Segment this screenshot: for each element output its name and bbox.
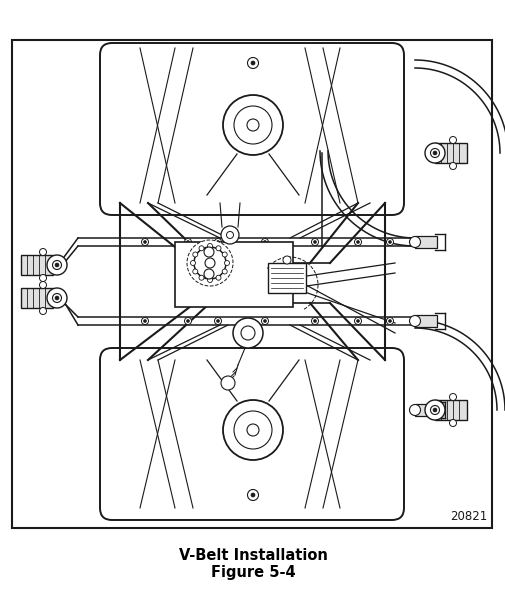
FancyBboxPatch shape: [100, 348, 403, 520]
Circle shape: [143, 320, 146, 323]
Text: Figure 5-4: Figure 5-4: [210, 566, 295, 581]
Circle shape: [222, 269, 227, 274]
Circle shape: [214, 239, 221, 245]
Circle shape: [216, 246, 221, 251]
Bar: [12, 40, 491, 528]
Circle shape: [263, 320, 266, 323]
Circle shape: [47, 288, 67, 308]
Circle shape: [204, 269, 214, 279]
Circle shape: [53, 260, 62, 270]
Circle shape: [232, 318, 263, 348]
Bar: [414, 236, 436, 248]
Circle shape: [448, 394, 456, 400]
Circle shape: [247, 57, 258, 69]
Circle shape: [409, 405, 420, 415]
Circle shape: [222, 252, 227, 257]
Text: 20821: 20821: [449, 510, 486, 523]
Circle shape: [432, 408, 436, 412]
Circle shape: [311, 239, 318, 245]
Circle shape: [224, 260, 229, 265]
FancyBboxPatch shape: [100, 43, 403, 215]
Circle shape: [39, 308, 46, 315]
Bar: [414, 315, 436, 327]
Circle shape: [354, 239, 361, 245]
Circle shape: [388, 241, 391, 244]
Circle shape: [39, 274, 46, 282]
Circle shape: [184, 318, 191, 324]
Circle shape: [192, 252, 197, 257]
Circle shape: [193, 247, 226, 279]
Bar: [414, 404, 436, 416]
Circle shape: [240, 326, 255, 340]
Circle shape: [233, 106, 272, 144]
Circle shape: [313, 241, 316, 244]
Bar: [21, 288, 53, 308]
Circle shape: [143, 241, 146, 244]
Circle shape: [223, 95, 282, 155]
Circle shape: [311, 318, 318, 324]
Circle shape: [223, 400, 282, 460]
Circle shape: [186, 320, 189, 323]
Circle shape: [261, 239, 268, 245]
Circle shape: [356, 320, 359, 323]
Circle shape: [207, 244, 212, 248]
Circle shape: [221, 376, 234, 390]
Circle shape: [424, 143, 444, 163]
Circle shape: [39, 248, 46, 256]
Circle shape: [250, 61, 255, 65]
Circle shape: [39, 282, 46, 288]
Circle shape: [246, 424, 259, 436]
Circle shape: [432, 151, 436, 155]
Circle shape: [247, 490, 258, 500]
Circle shape: [190, 260, 195, 265]
Circle shape: [448, 420, 456, 426]
Circle shape: [448, 136, 456, 144]
Circle shape: [409, 315, 420, 326]
Bar: [268, 263, 306, 293]
Circle shape: [226, 232, 233, 239]
Circle shape: [221, 226, 238, 244]
Circle shape: [207, 277, 212, 282]
Circle shape: [198, 246, 204, 251]
Circle shape: [356, 241, 359, 244]
Circle shape: [186, 241, 189, 244]
Circle shape: [430, 405, 439, 414]
Circle shape: [263, 241, 266, 244]
Circle shape: [354, 318, 361, 324]
Circle shape: [205, 258, 215, 268]
Circle shape: [187, 240, 232, 286]
Bar: [175, 242, 292, 307]
Bar: [434, 400, 466, 420]
Circle shape: [214, 318, 221, 324]
Circle shape: [47, 255, 67, 275]
Circle shape: [261, 318, 268, 324]
Circle shape: [141, 239, 148, 245]
Circle shape: [216, 320, 219, 323]
Circle shape: [192, 269, 197, 274]
Circle shape: [55, 296, 59, 300]
Circle shape: [313, 320, 316, 323]
Bar: [21, 255, 53, 275]
Circle shape: [386, 318, 393, 324]
Circle shape: [388, 320, 391, 323]
Circle shape: [282, 256, 290, 264]
Circle shape: [448, 162, 456, 169]
Circle shape: [233, 411, 272, 449]
Circle shape: [216, 275, 221, 280]
Circle shape: [246, 119, 259, 131]
Circle shape: [55, 263, 59, 267]
Bar: [434, 143, 466, 163]
Circle shape: [409, 236, 420, 247]
Circle shape: [216, 241, 219, 244]
Circle shape: [53, 294, 62, 303]
Circle shape: [386, 239, 393, 245]
Circle shape: [141, 318, 148, 324]
Circle shape: [184, 239, 191, 245]
Circle shape: [250, 493, 255, 497]
Circle shape: [424, 400, 444, 420]
Circle shape: [430, 148, 439, 157]
Text: V-Belt Installation: V-Belt Installation: [178, 548, 327, 563]
Circle shape: [204, 247, 214, 257]
Circle shape: [198, 275, 204, 280]
